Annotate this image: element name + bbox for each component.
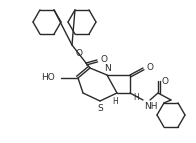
Text: N: N — [105, 64, 111, 73]
Text: S: S — [97, 104, 103, 113]
Text: H: H — [133, 94, 139, 103]
Text: O: O — [147, 63, 154, 73]
Text: NH: NH — [144, 102, 158, 111]
Text: O: O — [101, 55, 108, 64]
Text: O: O — [75, 49, 83, 58]
Text: H: H — [112, 97, 118, 106]
Text: HO: HO — [41, 74, 55, 83]
Text: O: O — [162, 77, 169, 86]
